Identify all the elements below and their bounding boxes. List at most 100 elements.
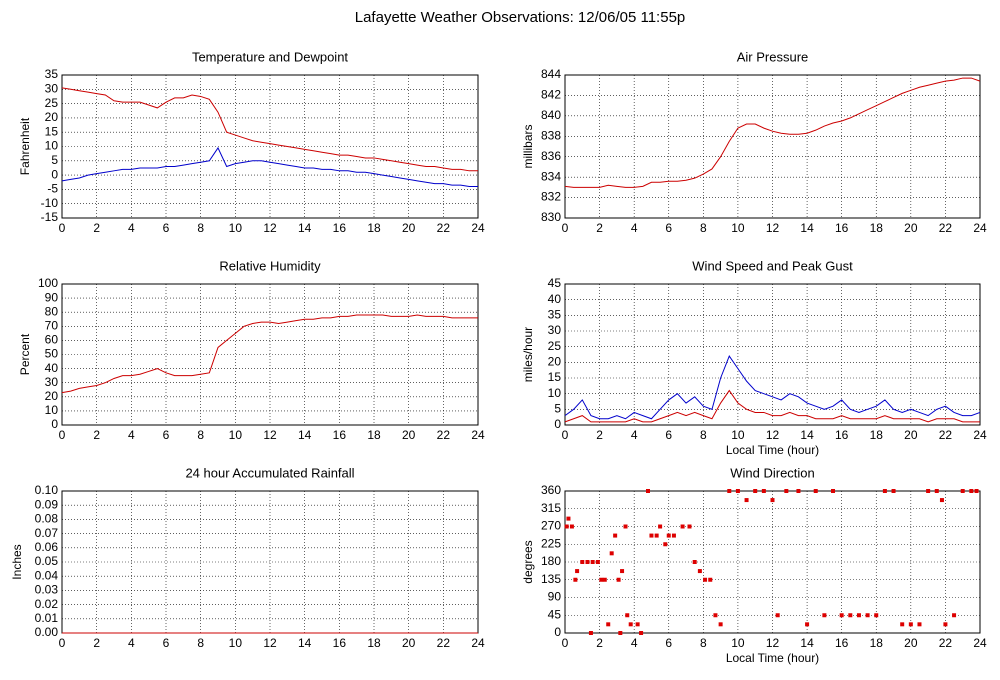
x-tick-label: 22 (939, 221, 953, 235)
plot-frame (564, 283, 981, 426)
data-line (61, 87, 478, 172)
y-tick-label: -10 (41, 196, 59, 210)
y-tick-label: 20 (45, 389, 59, 403)
data-point (623, 524, 628, 529)
y-tick-label: 40 (548, 292, 562, 306)
data-point (618, 631, 623, 635)
x-tick-label: 24 (973, 428, 987, 442)
chart-title: 24 hour Accumulated Rainfall (185, 465, 354, 480)
data-line (61, 146, 478, 188)
y-tick-label: 270 (541, 519, 561, 533)
x-tick-label: 6 (163, 221, 170, 235)
x-tick-label: 12 (766, 428, 780, 442)
y-tick-label: 60 (45, 333, 59, 347)
data-point (580, 560, 585, 564)
data-point (865, 613, 870, 618)
y-tick-label: 40 (45, 361, 59, 375)
data-point (680, 524, 685, 529)
y-tick-label: 100 (38, 276, 58, 290)
data-point (718, 622, 723, 627)
x-tick-label: 14 (298, 221, 312, 235)
x-tick-label: 4 (631, 221, 638, 235)
x-tick-label: 22 (939, 636, 953, 650)
data-point (805, 622, 810, 627)
data-point (585, 560, 590, 564)
y-tick-label: 830 (541, 210, 561, 224)
data-point (831, 489, 836, 493)
x-tick-label: 4 (631, 636, 638, 650)
data-point (775, 613, 780, 618)
x-tick-label: 4 (128, 428, 135, 442)
x-tick-label: 20 (904, 428, 918, 442)
x-tick-label: 22 (437, 221, 451, 235)
y-tick-label: 10 (45, 139, 59, 153)
data-point (646, 489, 650, 493)
data-point (761, 489, 766, 493)
x-tick-label: 2 (596, 428, 603, 442)
y-tick-label: 840 (541, 108, 561, 122)
x-tick-label: 14 (298, 636, 312, 650)
data-point (575, 569, 580, 574)
plot-frame (564, 74, 981, 219)
y-tick-label: 0.04 (35, 568, 59, 582)
data-point (969, 489, 974, 493)
x-tick-label: 24 (471, 221, 485, 235)
y-axis-label: millibars (521, 124, 535, 168)
y-tick-label: 0 (554, 625, 561, 639)
y-tick-label: -15 (41, 210, 59, 224)
data-point (796, 489, 801, 493)
x-tick-label: 2 (93, 221, 100, 235)
y-tick-label: 832 (541, 190, 561, 204)
data-point (639, 631, 644, 635)
x-tick-label: 8 (197, 428, 204, 442)
x-tick-label: 8 (700, 636, 707, 650)
data-line (61, 314, 478, 394)
data-line (564, 355, 981, 420)
y-tick-label: 180 (541, 554, 561, 568)
data-point (671, 533, 676, 538)
x-tick-label: 24 (973, 221, 987, 235)
data-point (874, 613, 879, 618)
x-tick-label: 8 (700, 221, 707, 235)
y-tick-label: 0 (51, 417, 58, 431)
y-axis-label: Fahrenheit (18, 117, 32, 175)
data-point (934, 489, 939, 493)
y-tick-label: 838 (541, 128, 561, 142)
y-tick-label: 836 (541, 149, 561, 163)
x-tick-label: 8 (700, 428, 707, 442)
x-tick-label: 12 (766, 221, 780, 235)
x-tick-label: 14 (800, 221, 814, 235)
y-tick-label: 15 (548, 370, 562, 384)
data-point (595, 560, 600, 564)
data-point (573, 577, 578, 582)
data-point (569, 524, 574, 529)
data-point (616, 577, 621, 582)
y-tick-label: 0.08 (35, 512, 59, 526)
data-point (599, 577, 604, 582)
x-tick-label: 12 (766, 636, 780, 650)
x-tick-label: 10 (229, 428, 243, 442)
data-point (960, 489, 965, 493)
data-point (735, 489, 740, 493)
x-tick-label: 8 (197, 221, 204, 235)
x-tick-label: 20 (904, 636, 918, 650)
y-tick-label: 0 (51, 167, 58, 181)
x-tick-label: 6 (665, 428, 672, 442)
page-title: Lafayette Weather Observations: 12/06/05… (355, 9, 686, 26)
data-point (692, 560, 697, 564)
y-tick-label: 0.02 (35, 597, 59, 611)
x-tick-label: 22 (437, 428, 451, 442)
x-tick-label: 12 (263, 221, 277, 235)
y-axis-label: Inches (10, 544, 24, 579)
x-tick-label: 2 (596, 636, 603, 650)
y-tick-label: 834 (541, 169, 561, 183)
data-point (654, 533, 659, 538)
x-axis-label: Local Time (hour) (726, 443, 819, 457)
data-point (908, 622, 913, 627)
x-tick-label: 4 (128, 221, 135, 235)
x-tick-label: 14 (800, 428, 814, 442)
data-point (727, 489, 732, 493)
data-point (753, 489, 758, 493)
y-tick-label: 5 (51, 153, 58, 167)
